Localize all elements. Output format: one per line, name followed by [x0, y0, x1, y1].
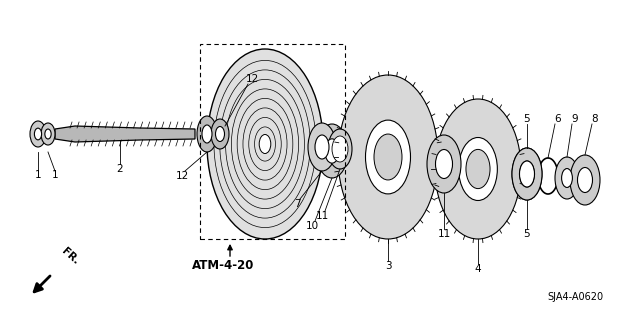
Ellipse shape	[512, 148, 542, 200]
Ellipse shape	[512, 148, 542, 200]
Ellipse shape	[466, 149, 490, 189]
Ellipse shape	[459, 137, 497, 201]
Text: FR.: FR.	[60, 246, 81, 266]
Text: 8: 8	[592, 114, 598, 124]
Ellipse shape	[338, 75, 438, 239]
Ellipse shape	[259, 135, 271, 153]
Text: 4: 4	[475, 264, 481, 274]
Text: 11: 11	[316, 211, 328, 221]
Text: 12: 12	[245, 74, 259, 84]
Ellipse shape	[435, 99, 521, 239]
Text: 5: 5	[524, 229, 531, 239]
Text: 10: 10	[305, 221, 319, 231]
Text: ATM-4-20: ATM-4-20	[192, 259, 254, 272]
Text: 6: 6	[555, 114, 561, 124]
Ellipse shape	[333, 137, 348, 161]
Ellipse shape	[41, 123, 55, 145]
Ellipse shape	[308, 123, 336, 171]
Ellipse shape	[30, 121, 46, 147]
Ellipse shape	[35, 128, 42, 140]
Text: 2: 2	[116, 164, 124, 174]
Text: 9: 9	[572, 114, 579, 124]
Text: 5: 5	[524, 114, 531, 124]
Text: 7: 7	[294, 199, 300, 209]
Ellipse shape	[427, 135, 461, 193]
Ellipse shape	[45, 129, 51, 139]
Ellipse shape	[211, 119, 229, 149]
Ellipse shape	[570, 155, 600, 205]
Ellipse shape	[316, 124, 348, 178]
Ellipse shape	[374, 134, 402, 180]
Ellipse shape	[216, 127, 225, 142]
Ellipse shape	[577, 167, 593, 192]
Ellipse shape	[520, 161, 534, 187]
Ellipse shape	[332, 136, 348, 162]
Polygon shape	[55, 126, 195, 142]
Ellipse shape	[325, 139, 339, 163]
Ellipse shape	[315, 135, 329, 159]
Ellipse shape	[562, 168, 572, 188]
Text: SJA4-A0620: SJA4-A0620	[547, 292, 603, 302]
Ellipse shape	[328, 129, 352, 169]
Ellipse shape	[202, 125, 212, 143]
Ellipse shape	[435, 150, 452, 179]
Ellipse shape	[365, 120, 410, 194]
Text: 12: 12	[175, 171, 189, 181]
Text: 3: 3	[385, 261, 391, 271]
Ellipse shape	[197, 116, 217, 152]
Text: 1: 1	[52, 170, 58, 180]
Ellipse shape	[207, 49, 323, 239]
Ellipse shape	[555, 157, 579, 199]
Ellipse shape	[520, 161, 534, 187]
Text: 11: 11	[437, 229, 451, 239]
Text: 1: 1	[35, 170, 42, 180]
